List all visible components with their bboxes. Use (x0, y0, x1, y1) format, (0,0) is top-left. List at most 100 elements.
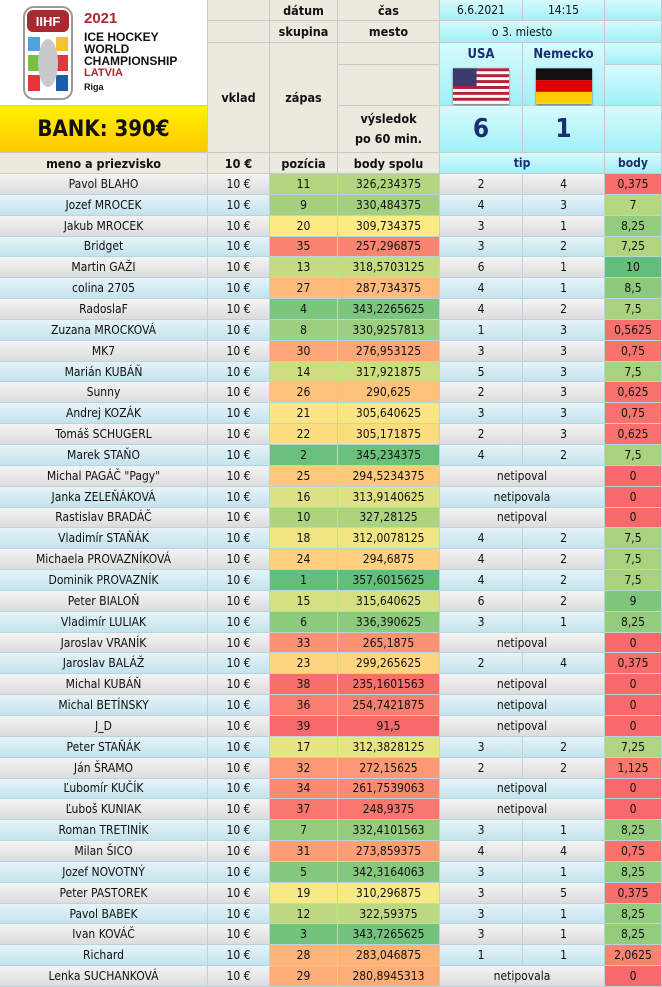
body: 1,125 (605, 757, 662, 779)
pozicia: 26 (270, 382, 338, 404)
vklad: 10 € (208, 361, 270, 383)
player-name: Sunny (0, 382, 208, 404)
body: 7,5 (605, 361, 662, 383)
pozicia: 13 (270, 257, 338, 279)
vklad: 10 € (208, 549, 270, 571)
body-spolu: 326,234375 (338, 174, 440, 195)
player-name: Ľuboš KUNIAK (0, 799, 208, 821)
pozicia: 1 (270, 570, 338, 591)
table-row: Michal PAGÁČ "Pagy" 10 €25 294,5234375 neti… (0, 465, 662, 487)
tip-away: 3 (523, 340, 605, 362)
body: 0 (605, 695, 662, 716)
tip-home: 4 (440, 278, 523, 300)
body: 0,75 (605, 340, 662, 362)
match-group: o 3. miesto (440, 21, 605, 43)
player-name: Vladimír STAŇÁK (0, 528, 208, 550)
player-name: Dominik PROVAZNÍK (0, 570, 208, 591)
pozicia: 21 (270, 403, 338, 425)
tip-home: 3 (440, 403, 523, 425)
vklad: 10 € (208, 507, 270, 529)
player-name: Ľubomír KUČÍK (0, 778, 208, 800)
player-name: Janka ZELEŇÁKOVÁ (0, 486, 208, 508)
table-row: Marián KUBÁŇ 10 €14 317,921875 5 3 7,5 (0, 361, 662, 383)
body: 8,25 (605, 861, 662, 883)
tip-away: 3 (523, 319, 605, 341)
vklad: 10 € (208, 486, 270, 508)
table-row: Ľuboš KUNIAK 10 €37 248,9375 netipoval 0 (0, 799, 662, 821)
table-row: Sunny 10 €26 290,625 2 3 0,625 (0, 382, 662, 404)
tip-home: 3 (440, 215, 523, 237)
table-row: Jaroslav BALÁŽ 10 €23 299,265625 2 4 0,375 (0, 653, 662, 675)
body: 0,625 (605, 382, 662, 404)
empty-cell (605, 21, 662, 43)
pozicia: 31 (270, 841, 338, 862)
pozicia: 23 (270, 653, 338, 675)
tip-away: 3 (523, 382, 605, 404)
table-row: Jozef MROCEK 10 €9 330,484375 4 3 7 (0, 194, 662, 216)
table-row: Pavol BLAHO 10 €11 326,234375 2 4 0,375 (0, 174, 662, 195)
empty-cell (338, 43, 440, 65)
vklad: 10 € (208, 799, 270, 821)
score-home: 6 (440, 106, 523, 153)
table-row: Michaela PROVAZNÍKOVÁ 10 €24 294,6875 4 2 7,5 (0, 549, 662, 571)
empty-cell (605, 65, 662, 106)
body-spolu: 313,9140625 (338, 486, 440, 508)
body: 7,25 (605, 236, 662, 258)
pozicia: 39 (270, 716, 338, 737)
tip-home: 3 (440, 924, 523, 946)
tip-home: 6 (440, 257, 523, 279)
tip-home: 4 (440, 528, 523, 550)
table-row: Martin GAŽI 10 €13 318,5703125 6 1 10 (0, 257, 662, 279)
table-row: Marek STAŇO 10 €2 345,234375 4 2 7,5 (0, 445, 662, 466)
tip-away: 3 (523, 424, 605, 445)
body: 0,75 (605, 841, 662, 862)
body-spolu: 343,2265625 (338, 299, 440, 320)
event-line: ICE HOCKEY (84, 29, 159, 44)
cas-label: čas (338, 0, 440, 21)
tip-away: 4 (523, 653, 605, 675)
vklad: 10 € (208, 653, 270, 675)
player-name: Richard (0, 945, 208, 967)
player-name: Peter STAŇÁK (0, 736, 208, 758)
tip-home: 4 (440, 549, 523, 571)
player-name: Peter BIALOŇ (0, 590, 208, 612)
vysledok-text-2: po 60 min. (354, 131, 423, 146)
body: 7,25 (605, 736, 662, 758)
table-row: Jozef NOVOTNÝ 10 €5 342,3164063 3 1 8,25 (0, 861, 662, 883)
body: 0 (605, 465, 662, 487)
match-time: 14:15 (523, 0, 605, 21)
tip-home: 3 (440, 903, 523, 925)
pozicia: 7 (270, 820, 338, 842)
body: 7,5 (605, 445, 662, 466)
body-spolu: 283,046875 (338, 945, 440, 967)
table-row: RadoslaF 10 €4 343,2265625 4 2 7,5 (0, 299, 662, 320)
body-spolu: 309,734375 (338, 215, 440, 237)
vklad: 10 € (208, 757, 270, 779)
tip-status: netipoval (440, 507, 605, 529)
pozicia: 19 (270, 882, 338, 904)
pozicia: 32 (270, 757, 338, 779)
body-spolu: 299,265625 (338, 653, 440, 675)
tip-away: 5 (523, 882, 605, 904)
pozicia: 18 (270, 528, 338, 550)
table-row: MK7 10 €30 276,953125 3 3 0,75 (0, 340, 662, 362)
table-row: Ján ŠRAMO 10 €32 272,15625 2 2 1,125 (0, 757, 662, 779)
tip-away: 2 (523, 736, 605, 758)
pozicia: 37 (270, 799, 338, 821)
pozicia: 20 (270, 215, 338, 237)
empty-cell (605, 0, 662, 21)
vklad: 10 € (208, 882, 270, 904)
tip-home: 3 (440, 611, 523, 633)
vklad: 10 € (208, 570, 270, 591)
table-row: Janka ZELEŇÁKOVÁ 10 €16 313,9140625 netipov… (0, 486, 662, 508)
player-name: Jaroslav BALÁŽ (0, 653, 208, 675)
table-row: Vladimír STAŇÁK 10 €18 312,0078125 4 2 7,5 (0, 528, 662, 550)
city: Riga (84, 81, 104, 92)
col-header-body-spolu: body spolu (338, 153, 440, 174)
skupina-label: skupina (270, 21, 338, 43)
player-name: Marián KUBÁŇ (0, 361, 208, 383)
tip-away: 4 (523, 841, 605, 862)
body: 0,5625 (605, 319, 662, 341)
tip-home: 6 (440, 590, 523, 612)
empty-cell (208, 0, 270, 21)
